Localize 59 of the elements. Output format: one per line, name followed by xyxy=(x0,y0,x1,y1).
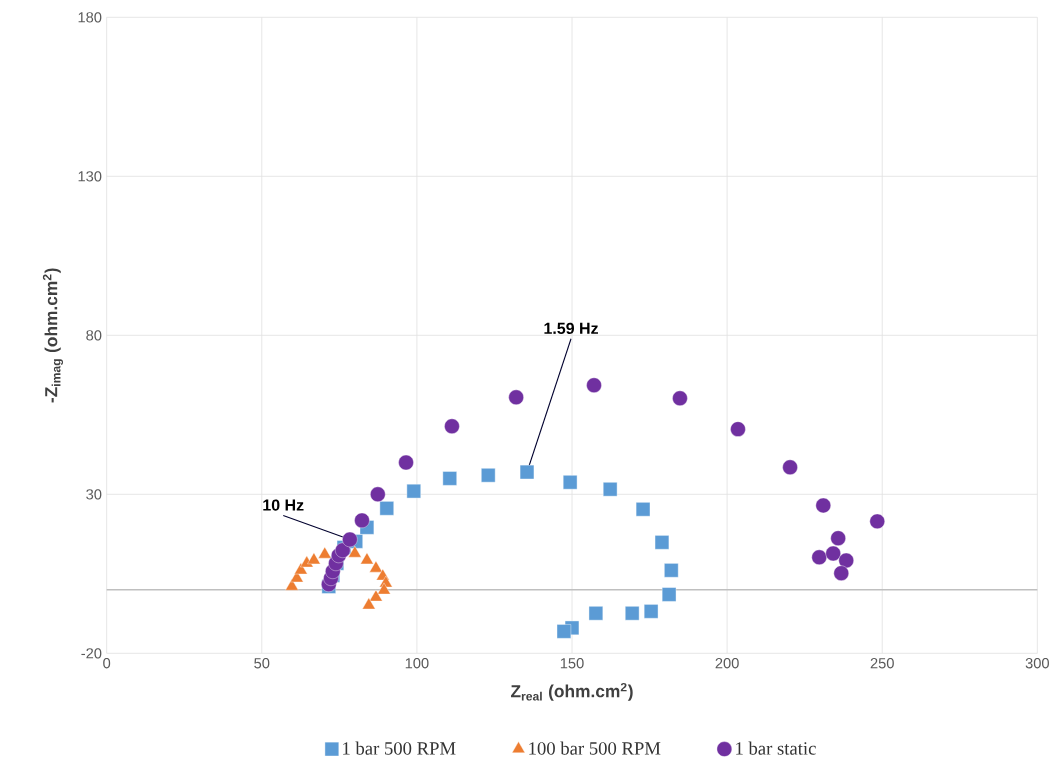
point xyxy=(825,545,841,562)
point xyxy=(362,597,376,610)
point xyxy=(588,606,604,621)
point xyxy=(354,512,370,529)
x-tick-label: 150 xyxy=(560,658,584,669)
point xyxy=(603,482,618,497)
point xyxy=(586,377,602,393)
point xyxy=(833,565,849,581)
point xyxy=(369,560,383,573)
point xyxy=(635,502,651,517)
x-axis-title: Z$_{real}$ (ohm.cm$^{2}$) xyxy=(510,682,633,701)
legend-label: 1 bar 500 RPM xyxy=(343,741,456,755)
point xyxy=(398,454,414,471)
point xyxy=(811,549,827,565)
point xyxy=(830,530,846,546)
point xyxy=(519,464,535,480)
point xyxy=(625,606,640,621)
legend-label: 1 bar static xyxy=(736,741,816,755)
point xyxy=(869,513,885,530)
point xyxy=(360,552,374,565)
point xyxy=(556,624,572,639)
y-tick-label: -20 xyxy=(81,648,102,659)
point xyxy=(664,563,679,578)
y-tick-label: 80 xyxy=(86,330,102,341)
point xyxy=(444,418,460,434)
annotation: 1.59 Hz xyxy=(544,322,598,335)
y-tick-label: 30 xyxy=(86,489,102,500)
point xyxy=(481,468,496,483)
point xyxy=(442,471,457,486)
point xyxy=(379,501,394,516)
x-tick-label: 100 xyxy=(405,658,429,669)
y-tick-label: 130 xyxy=(78,171,102,182)
x-tick-label: 50 xyxy=(254,658,270,669)
point xyxy=(377,582,391,595)
point xyxy=(643,604,659,619)
point xyxy=(815,497,831,514)
y-tick-label: 180 xyxy=(78,12,102,23)
point xyxy=(348,545,362,558)
point xyxy=(672,390,688,406)
point xyxy=(406,484,421,499)
point xyxy=(661,587,677,602)
point xyxy=(369,589,383,602)
point xyxy=(654,535,670,550)
point xyxy=(782,459,798,475)
x-tick-label: 250 xyxy=(870,658,894,669)
point xyxy=(508,389,524,405)
point xyxy=(307,552,321,565)
legend-label: 100 bar 500 RPM xyxy=(529,741,661,755)
x-tick-label: 0 xyxy=(103,658,111,669)
y-axis-title: -Z$_{imag}$ (ohm.cm$^{2}$) xyxy=(42,268,63,403)
point xyxy=(370,486,386,502)
x-tick-label: 200 xyxy=(715,658,739,669)
point xyxy=(318,546,332,559)
point xyxy=(342,531,358,548)
annotation: 10 Hz xyxy=(263,499,304,511)
point xyxy=(730,421,746,437)
point xyxy=(838,552,854,569)
x-tick-label: 300 xyxy=(1025,658,1049,669)
point xyxy=(563,475,578,490)
